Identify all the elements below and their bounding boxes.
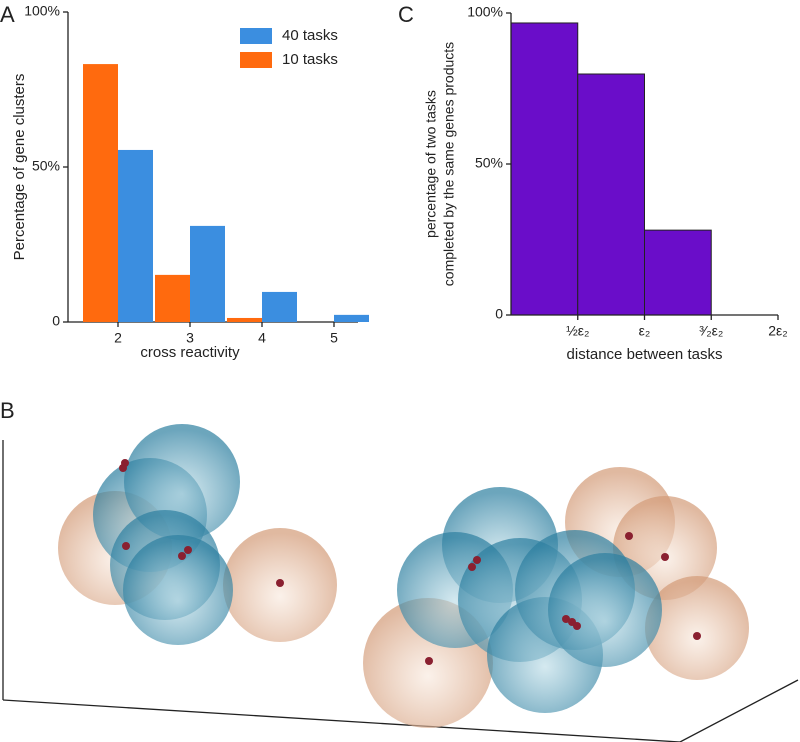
bar (262, 291, 297, 322)
y-axis-label: completed by the same genes products (441, 42, 457, 286)
sphere (548, 553, 662, 667)
bar (190, 225, 225, 322)
bar (334, 314, 369, 322)
x-tick-label: 2 (114, 330, 122, 346)
x-axis-label: distance between tasks (567, 346, 723, 363)
sphere (123, 535, 233, 645)
panel-label: B (0, 398, 15, 423)
y-axis-label: percentage of two tasks (423, 90, 439, 238)
sphere-illustration (2, 424, 799, 742)
y-tick-label: 100% (467, 4, 503, 20)
histogram-bar (577, 73, 645, 316)
panel-label: C (398, 2, 414, 27)
x-tick-label: 4 (258, 330, 266, 346)
y-tick-label: 50% (475, 155, 503, 171)
bar (83, 64, 118, 322)
sphere (124, 424, 240, 540)
y-tick-label: 50% (32, 158, 60, 174)
center-points (119, 459, 701, 665)
legend-swatch (240, 28, 272, 44)
y-tick-label: 0 (52, 313, 60, 329)
y-tick-label: 100% (24, 3, 60, 19)
x-tick-label: 5 (330, 330, 338, 346)
histogram-bar (510, 22, 579, 316)
x-tick-label: 2ε₂ (768, 323, 787, 339)
x-tick-label: ε₂ (639, 323, 651, 339)
y-tick-label: 0 (495, 306, 503, 322)
bar (118, 149, 153, 322)
x-tick-label: 3 (186, 330, 194, 346)
axis-line (2, 699, 681, 742)
x-tick-label: ³⁄₂ε₂ (699, 323, 723, 339)
bar (227, 317, 262, 322)
bar (155, 274, 190, 322)
y-axis-label: Percentage of gene clusters (11, 74, 28, 261)
x-tick-label: ½ε₂ (566, 323, 589, 339)
legend-label: 40 tasks (282, 27, 338, 44)
histogram-bar (644, 229, 712, 316)
x-axis-label: cross reactivity (140, 344, 240, 361)
legend-swatch (240, 52, 272, 68)
axis-line (679, 679, 799, 742)
panel-label: A (0, 2, 15, 27)
legend-label: 10 tasks (282, 51, 338, 68)
sphere (645, 576, 749, 680)
